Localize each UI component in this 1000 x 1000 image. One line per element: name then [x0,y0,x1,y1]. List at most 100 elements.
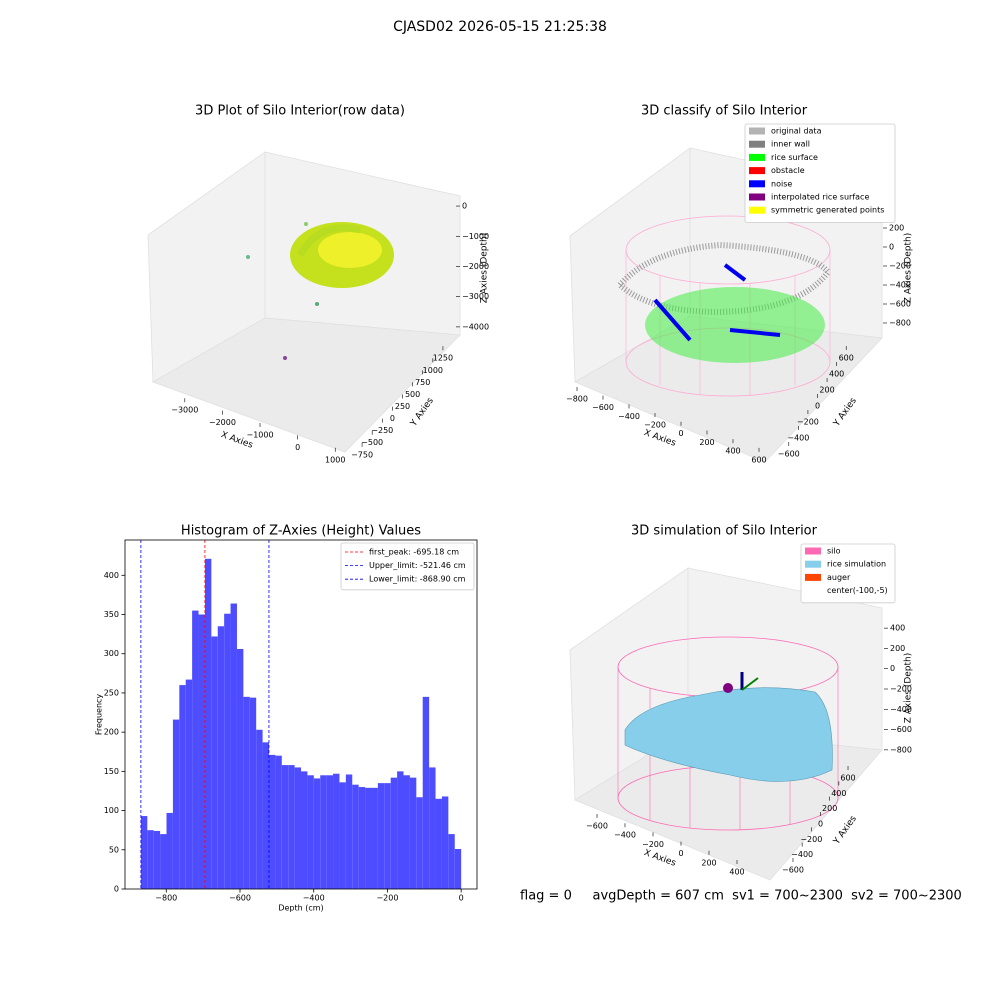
z-tick-label: −1000 [462,232,489,241]
legend-label: rice surface [771,153,818,162]
legend-swatch [749,127,765,135]
bar [416,797,423,889]
pane [152,317,461,453]
z-tick-label: 0 [889,243,894,252]
rice-surface [624,687,833,782]
legend-label: noise [771,179,792,188]
legend-label: rice simulation [827,560,886,569]
bar [153,830,161,889]
z-tick-label: 400 [890,624,905,633]
x-tick-label: 0 [459,894,464,903]
bar [230,603,237,889]
y-tick-label: 400 [829,370,844,379]
y-axis-label: Y Axies [831,814,859,847]
y-tick-label: 200 [104,728,119,737]
point [304,222,308,226]
rice-surface [645,287,825,363]
bar [166,812,173,889]
z-axis-label: Z Axies (Depth) [480,233,490,304]
point [246,255,250,259]
bar [172,719,180,889]
y-axis-label: Y Axies [831,396,859,429]
point-cloud [296,224,361,257]
bar [204,558,212,889]
z-axis-label: Z Axies (Depth) [904,653,914,724]
y-tick-label: −400 [787,434,809,443]
y-tick-label: 400 [104,571,119,580]
y-tick-label: 0 [114,885,119,894]
point [315,302,319,306]
y-tick-label: 400 [831,789,846,798]
bar [160,834,167,889]
legend-swatch [805,547,821,555]
noise [653,263,781,342]
bar [301,771,308,889]
x-axis-label: X Axies [642,848,677,869]
y-tick-label: 200 [819,386,834,395]
bar [358,787,366,889]
x-tick-label: −200 [644,421,666,430]
bar [441,796,449,889]
y-tick-label: 250 [104,688,119,697]
bar [179,685,186,889]
y-tick-label: −750 [351,450,373,459]
x-axis-label: Depth (cm) [278,904,323,913]
bar [281,765,289,889]
legend-swatch [749,193,765,201]
legend-label: center(-100,-5) [827,586,888,595]
legend-swatch [749,140,765,148]
x-tick-label: 0 [678,429,683,438]
y-tick-label: 1250 [433,354,453,363]
y-tick-label: 300 [104,649,119,658]
y-tick-label: 0 [815,402,820,411]
y-tick-label: −200 [797,418,819,427]
x-tick-label: 1000 [325,455,345,464]
z-tick-label: −600 [889,300,911,309]
y-tick-label: −250 [371,426,393,435]
y-tick-label: 750 [415,378,430,387]
x-tick-label: −800 [566,394,588,403]
bar [339,782,346,889]
bar [147,830,154,889]
bar [365,787,372,889]
plot-3d-simulation [569,567,883,881]
footer-text: flag = 0 avgDepth = 607 cm sv1 = 700~230… [520,889,962,904]
z-tick-label: 0 [890,664,895,673]
plot-3d-raw [147,151,461,453]
bar [140,816,148,889]
axes-frame [124,539,478,890]
bar [384,783,391,889]
legend-label: symmetric generated points [771,206,884,215]
legend-swatch [805,560,821,568]
z-tick-label: −200 [890,685,912,694]
x-tick-label: 200 [701,858,716,867]
x-tick-label: −600 [592,403,614,412]
bar [185,679,193,889]
bar [249,697,257,889]
auger [741,677,759,691]
bar [256,729,263,889]
y-tick-label: 200 [822,804,837,813]
z-tick-label: −800 [890,745,912,754]
legend-box [800,543,896,604]
bar [448,834,455,889]
x-tick-label: −400 [303,894,325,903]
subplot-title: 3D Plot of Silo Interior(row data) [195,104,405,119]
point [283,356,287,360]
x-tick-label: 600 [751,455,766,464]
bar [320,775,327,889]
y-tick-label: −500 [361,438,383,447]
legend-label: auger [827,573,851,582]
center-marker [723,683,733,693]
z-tick-label: −2000 [462,262,489,271]
bar [333,773,340,889]
z-tick-label: −800 [889,319,911,328]
z-tick-label: −3000 [462,292,489,301]
legend-swatch [749,180,765,188]
y-tick-label: 500 [405,390,420,399]
bar [288,765,295,889]
y-tick-label: 600 [839,354,854,363]
bar [429,767,436,889]
bar [224,613,231,889]
